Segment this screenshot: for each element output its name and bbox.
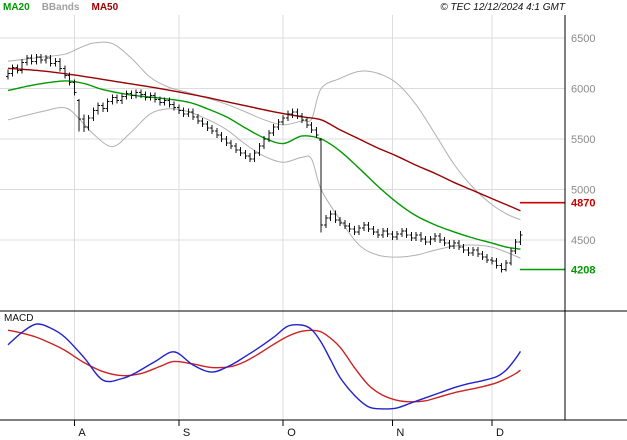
moving-averages: [7, 67, 521, 250]
y-axis-tick-label: 6500: [571, 33, 595, 45]
y-axis-labels: 6500 6000 5500 5000 4500: [571, 33, 595, 247]
bollinger-upper-line: [7, 41, 521, 221]
macd-signal-line: [7, 329, 521, 403]
ma50-line: [7, 67, 521, 212]
month-label: D: [496, 427, 504, 439]
panel-frame: [0, 15, 627, 421]
month-label: A: [78, 427, 86, 439]
month-gridlines: [73, 15, 493, 420]
macd-line: [7, 323, 522, 410]
month-label: O: [287, 427, 296, 439]
level-lines: 4870 4208: [520, 198, 595, 277]
legend-ma50: MA50: [91, 2, 119, 13]
bollinger-lower-line: [7, 106, 521, 259]
level-label: 4208: [571, 265, 595, 277]
month-label: N: [396, 427, 404, 439]
y-axis-tick-label: 4500: [571, 235, 595, 247]
chart-legend: MA20 BBands MA50: [3, 2, 118, 14]
macd-panel: [7, 323, 522, 410]
legend-ma20: MA20: [3, 2, 30, 13]
month-label: S: [183, 427, 190, 439]
ohlc-bars: [6, 54, 523, 273]
bollinger-bands: [7, 41, 521, 259]
candlesticks: [6, 54, 523, 273]
ma20-line: [7, 80, 521, 250]
price-gridlines: [0, 37, 565, 241]
y-axis-tick-label: 5000: [571, 185, 595, 197]
level-label: 4870: [571, 198, 595, 210]
y-axis-tick-label: 5500: [571, 134, 595, 146]
legend-bbands: BBands: [41, 2, 80, 13]
macd-panel-label: MACD: [4, 313, 34, 324]
y-axis-tick-label: 6000: [571, 84, 595, 96]
copyright-text: © TEC 12/12/2024 4:1 GMT: [440, 2, 565, 13]
